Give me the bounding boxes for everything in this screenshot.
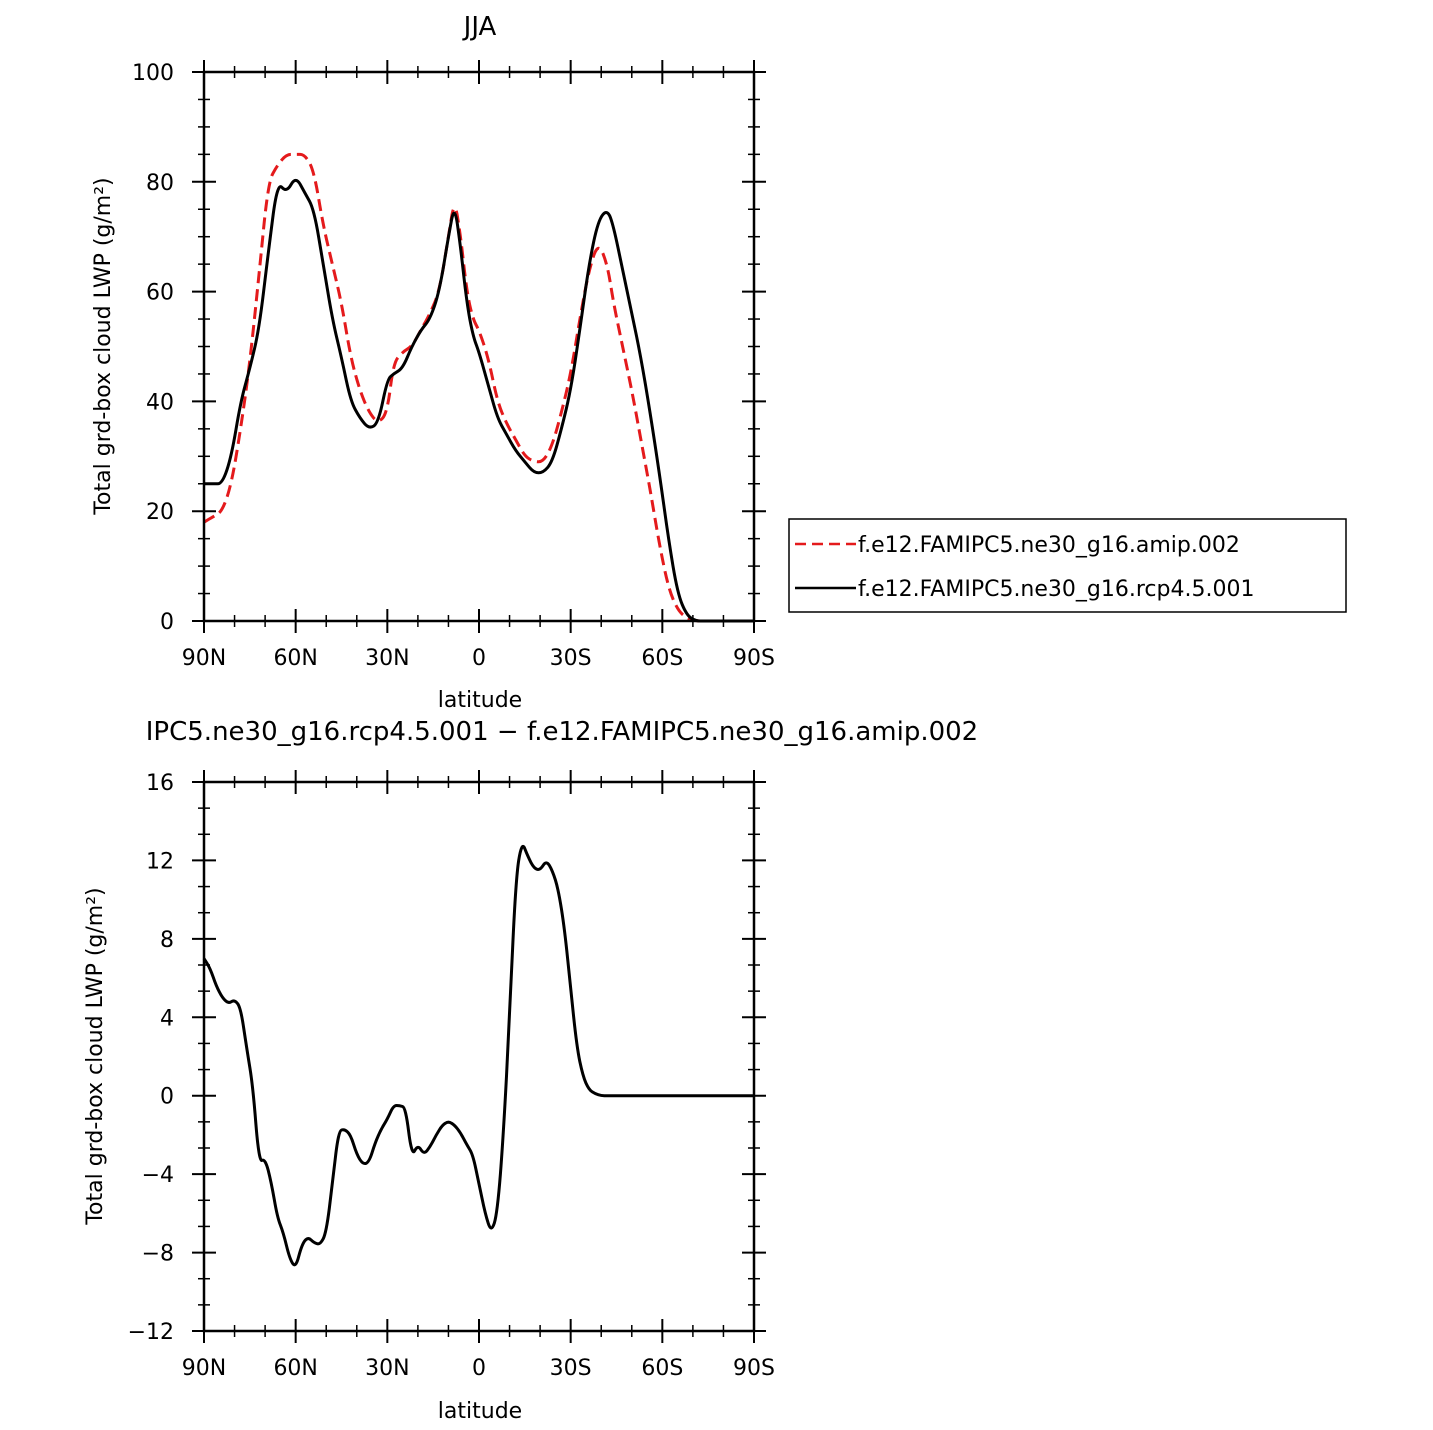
x-tick-label: 60S: [641, 1356, 683, 1381]
x-tick-label: 0: [472, 646, 486, 671]
bottom-chart-series: [202, 844, 754, 1267]
x-tick-label: 30N: [365, 646, 409, 671]
y-tick-label: 8: [160, 928, 174, 953]
y-tick-label: 0: [160, 610, 174, 635]
top-chart-title: JJA: [462, 12, 497, 42]
y-tick-label: 4: [160, 1006, 174, 1031]
y-tick-label: −8: [142, 1242, 174, 1267]
y-tick-label: 100: [132, 61, 174, 86]
bottom-chart-tick-labels: 90N 60N 30N 0 30S 60S 90S −12 −8 −4 0 4 8 12 16: [128, 771, 775, 1381]
x-tick-label: 30N: [365, 1356, 409, 1381]
x-tick-label: 90N: [182, 1356, 226, 1381]
y-tick-label: 80: [146, 171, 174, 196]
top-chart-ylabel: Total grd-box cloud LWP (g/m²): [91, 177, 116, 515]
y-tick-label: 0: [160, 1085, 174, 1110]
y-tick-label: 40: [146, 390, 174, 415]
x-tick-label: 30S: [550, 646, 592, 671]
x-tick-label: 90S: [733, 1356, 775, 1381]
x-tick-label: 0: [472, 1356, 486, 1381]
x-tick-label: 60S: [641, 646, 683, 671]
y-tick-label: −4: [142, 1163, 174, 1188]
top-chart-ticks: [192, 60, 766, 633]
top-chart-series: [203, 152, 754, 623]
legend-label-rcp: f.e12.FAMIPC5.ne30_g16.rcp4.5.001: [858, 577, 1254, 602]
bottom-chart-xlabel: latitude: [438, 1399, 522, 1424]
bottom-chart-ylabel: Total grd-box cloud LWP (g/m²): [83, 887, 108, 1225]
bottom-chart-ticks: [192, 770, 766, 1343]
top-chart-frame: [202, 70, 756, 623]
series-line-difference: [202, 844, 754, 1267]
bottom-chart: IPC5.ne30_g16.rcp4.5.001 − f.e12.FAMIPC5…: [83, 717, 978, 1424]
y-tick-label: 12: [146, 849, 174, 874]
x-tick-label: 90S: [733, 646, 775, 671]
x-tick-label: 30S: [550, 1356, 592, 1381]
y-tick-label: 60: [146, 281, 174, 306]
legend-label-amip: f.e12.FAMIPC5.ne30_g16.amip.002: [858, 533, 1240, 558]
bottom-chart-title: IPC5.ne30_g16.rcp4.5.001 − f.e12.FAMIPC5…: [146, 717, 978, 747]
x-tick-label: 60N: [273, 646, 317, 671]
bottom-chart-frame: [202, 780, 756, 1333]
y-tick-label: 20: [146, 500, 174, 525]
top-chart: JJA 90N 60N 30N 0 30S 60S 90S 0 20 40 60 80 100 lati…: [91, 12, 1347, 713]
y-tick-label: −12: [128, 1320, 174, 1345]
legend-box: [788, 518, 1347, 613]
top-chart-tick-labels: 90N 60N 30N 0 30S 60S 90S 0 20 40 60 80 100: [132, 61, 775, 671]
x-tick-label: 60N: [273, 1356, 317, 1381]
series-line-rcp: [204, 178, 754, 623]
y-tick-label: 16: [146, 771, 174, 796]
legend: f.e12.FAMIPC5.ne30_g16.amip.002 f.e12.FA…: [788, 518, 1347, 613]
x-tick-label: 90N: [182, 646, 226, 671]
top-chart-xlabel: latitude: [438, 688, 522, 713]
